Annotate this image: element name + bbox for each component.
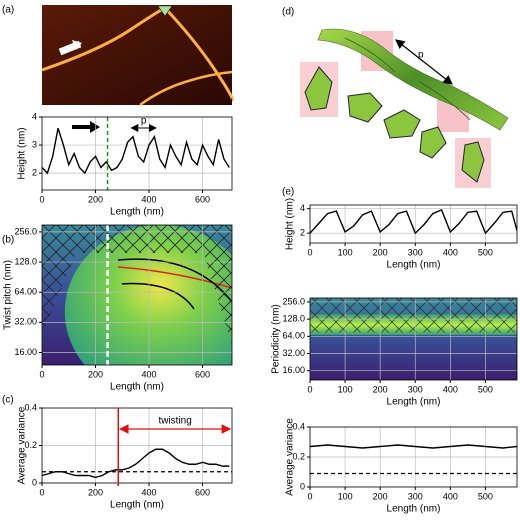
x-tick-label: 200 (88, 369, 103, 379)
x-tick-label: 0 (307, 247, 312, 257)
fibril-diagram (300, 28, 509, 188)
plot-area (310, 205, 517, 243)
axes-frame (41, 407, 233, 484)
x-tick-label: 400 (443, 247, 458, 257)
coi-hatch (42, 225, 232, 345)
x-tick-label: 100 (338, 491, 353, 501)
x-tick-label: 400 (443, 491, 458, 501)
pitch-label: p (418, 50, 424, 61)
plot-area (310, 427, 517, 487)
y-tick-label: 0 (300, 481, 305, 491)
x-tick-label: 400 (142, 487, 157, 497)
plot-area (42, 225, 232, 365)
x-tick-label: 400 (443, 384, 458, 394)
x-tick-label: 0 (39, 369, 44, 379)
y-axis-label: Height (nm) (17, 127, 28, 179)
y-tick-label: 4 (300, 203, 305, 213)
y-tick-label: 256.0 (282, 296, 305, 306)
axes-frame (41, 116, 233, 191)
x-tick-label: 500 (478, 491, 493, 501)
y-tick-label: 16.00 (14, 347, 37, 357)
panel-label: (c) (2, 395, 14, 406)
panel-label: (e) (282, 187, 294, 198)
x-tick-label: 0 (307, 384, 312, 394)
y-tick-label: 32.00 (14, 317, 37, 327)
x-tick-label: 400 (142, 194, 157, 204)
x-tick-label: 300 (408, 384, 423, 394)
y-tick-label: 4 (32, 111, 37, 121)
data-line (42, 128, 230, 175)
y-tick-label: 64.00 (14, 287, 37, 297)
x-tick-label: 100 (338, 384, 353, 394)
x-tick-label: 500 (478, 247, 493, 257)
y-tick-label: 0.4 (292, 421, 305, 431)
x-tick-label: 200 (88, 487, 103, 497)
y-tick-label: 64.00 (282, 331, 305, 341)
x-axis-label: Length (nm) (110, 382, 164, 393)
x-axis-label: Length (nm) (387, 260, 441, 271)
x-tick-label: 400 (142, 369, 157, 379)
y-tick-label: 0.4 (24, 402, 37, 412)
x-tick-label: 600 (195, 369, 210, 379)
data-line (310, 208, 517, 235)
y-tick-label: 16.00 (282, 365, 305, 375)
data-line (42, 448, 230, 479)
heatmap-region (64, 225, 232, 365)
x-tick-label: 100 (338, 247, 353, 257)
x-tick-label: 200 (88, 194, 103, 204)
axes-frame (309, 297, 518, 381)
data-line (310, 444, 517, 449)
x-tick-label: 300 (408, 247, 423, 257)
x-tick-label: 600 (195, 194, 210, 204)
afm-image (41, 5, 234, 107)
y-axis-label: Periodicity (nm) (271, 304, 282, 373)
y-tick-label: 256.0 (14, 226, 37, 236)
y-tick-label: 128.0 (14, 256, 37, 266)
y-axis-label: Height (nm) (285, 198, 296, 250)
annotation: twisting (158, 416, 191, 427)
y-tick-label: 0 (32, 477, 37, 487)
x-axis-label: Length (nm) (387, 397, 441, 408)
panel-label: (d) (282, 7, 294, 18)
x-tick-label: 600 (195, 487, 210, 497)
y-tick-label: 3 (32, 139, 37, 149)
x-tick-label: 500 (478, 384, 493, 394)
y-axis-label: Average variance (285, 418, 296, 496)
y-axis-label: Twist pitch (nm) (3, 260, 14, 330)
x-axis-label: Length (nm) (110, 207, 164, 218)
y-tick-label: 32.00 (282, 348, 305, 358)
coi-hatch (310, 298, 517, 333)
axes-frame (309, 204, 518, 244)
panel-label: (b) (2, 235, 14, 246)
x-tick-label: 200 (373, 247, 388, 257)
x-tick-label: 300 (408, 491, 423, 501)
y-tick-label: 0.2 (24, 440, 37, 450)
plot-area (42, 408, 232, 483)
axes-frame (309, 426, 518, 488)
axes-frame (41, 224, 233, 366)
x-tick-label: 200 (373, 491, 388, 501)
x-tick-label: 0 (39, 194, 44, 204)
arrow-icon (72, 121, 100, 133)
y-axis-label: Average variance (17, 406, 28, 484)
annotation: p (141, 116, 147, 127)
x-axis-label: Length (nm) (387, 504, 441, 515)
plot-area (310, 298, 517, 380)
y-tick-label: 2 (300, 228, 305, 238)
panel-label: (a) (2, 5, 14, 16)
x-tick-label: 0 (39, 487, 44, 497)
y-tick-label: 128.0 (282, 314, 305, 324)
x-axis-label: Length (nm) (110, 500, 164, 511)
x-tick-label: 0 (307, 491, 312, 501)
y-tick-label: 2 (32, 168, 37, 178)
y-tick-label: 0.2 (292, 451, 305, 461)
x-tick-label: 200 (373, 384, 388, 394)
